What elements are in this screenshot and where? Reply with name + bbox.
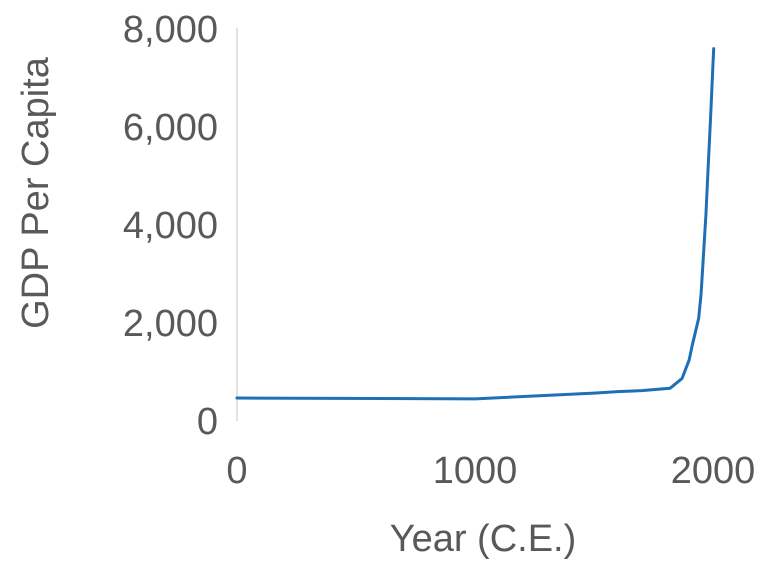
x-axis-title: Year (C.E.)	[390, 518, 577, 560]
y-tick-label: 8,000	[123, 9, 218, 51]
gdp-series-line	[235, 47, 716, 401]
x-tick-label: 0	[226, 450, 247, 492]
x-tick-label: 1000	[433, 450, 518, 492]
y-tick-label: 6,000	[123, 107, 218, 149]
y-tick-labels: 0 2,000 4,000 6,000 8,000	[123, 9, 218, 443]
x-tick-label: 2000	[671, 450, 756, 492]
y-tick-label: 4,000	[123, 205, 218, 247]
y-tick-label: 0	[197, 401, 218, 443]
y-tick-label: 2,000	[123, 303, 218, 345]
x-tick-labels: 0 1000 2000	[226, 450, 755, 492]
y-axis-title: GDP Per Capita	[15, 56, 57, 329]
